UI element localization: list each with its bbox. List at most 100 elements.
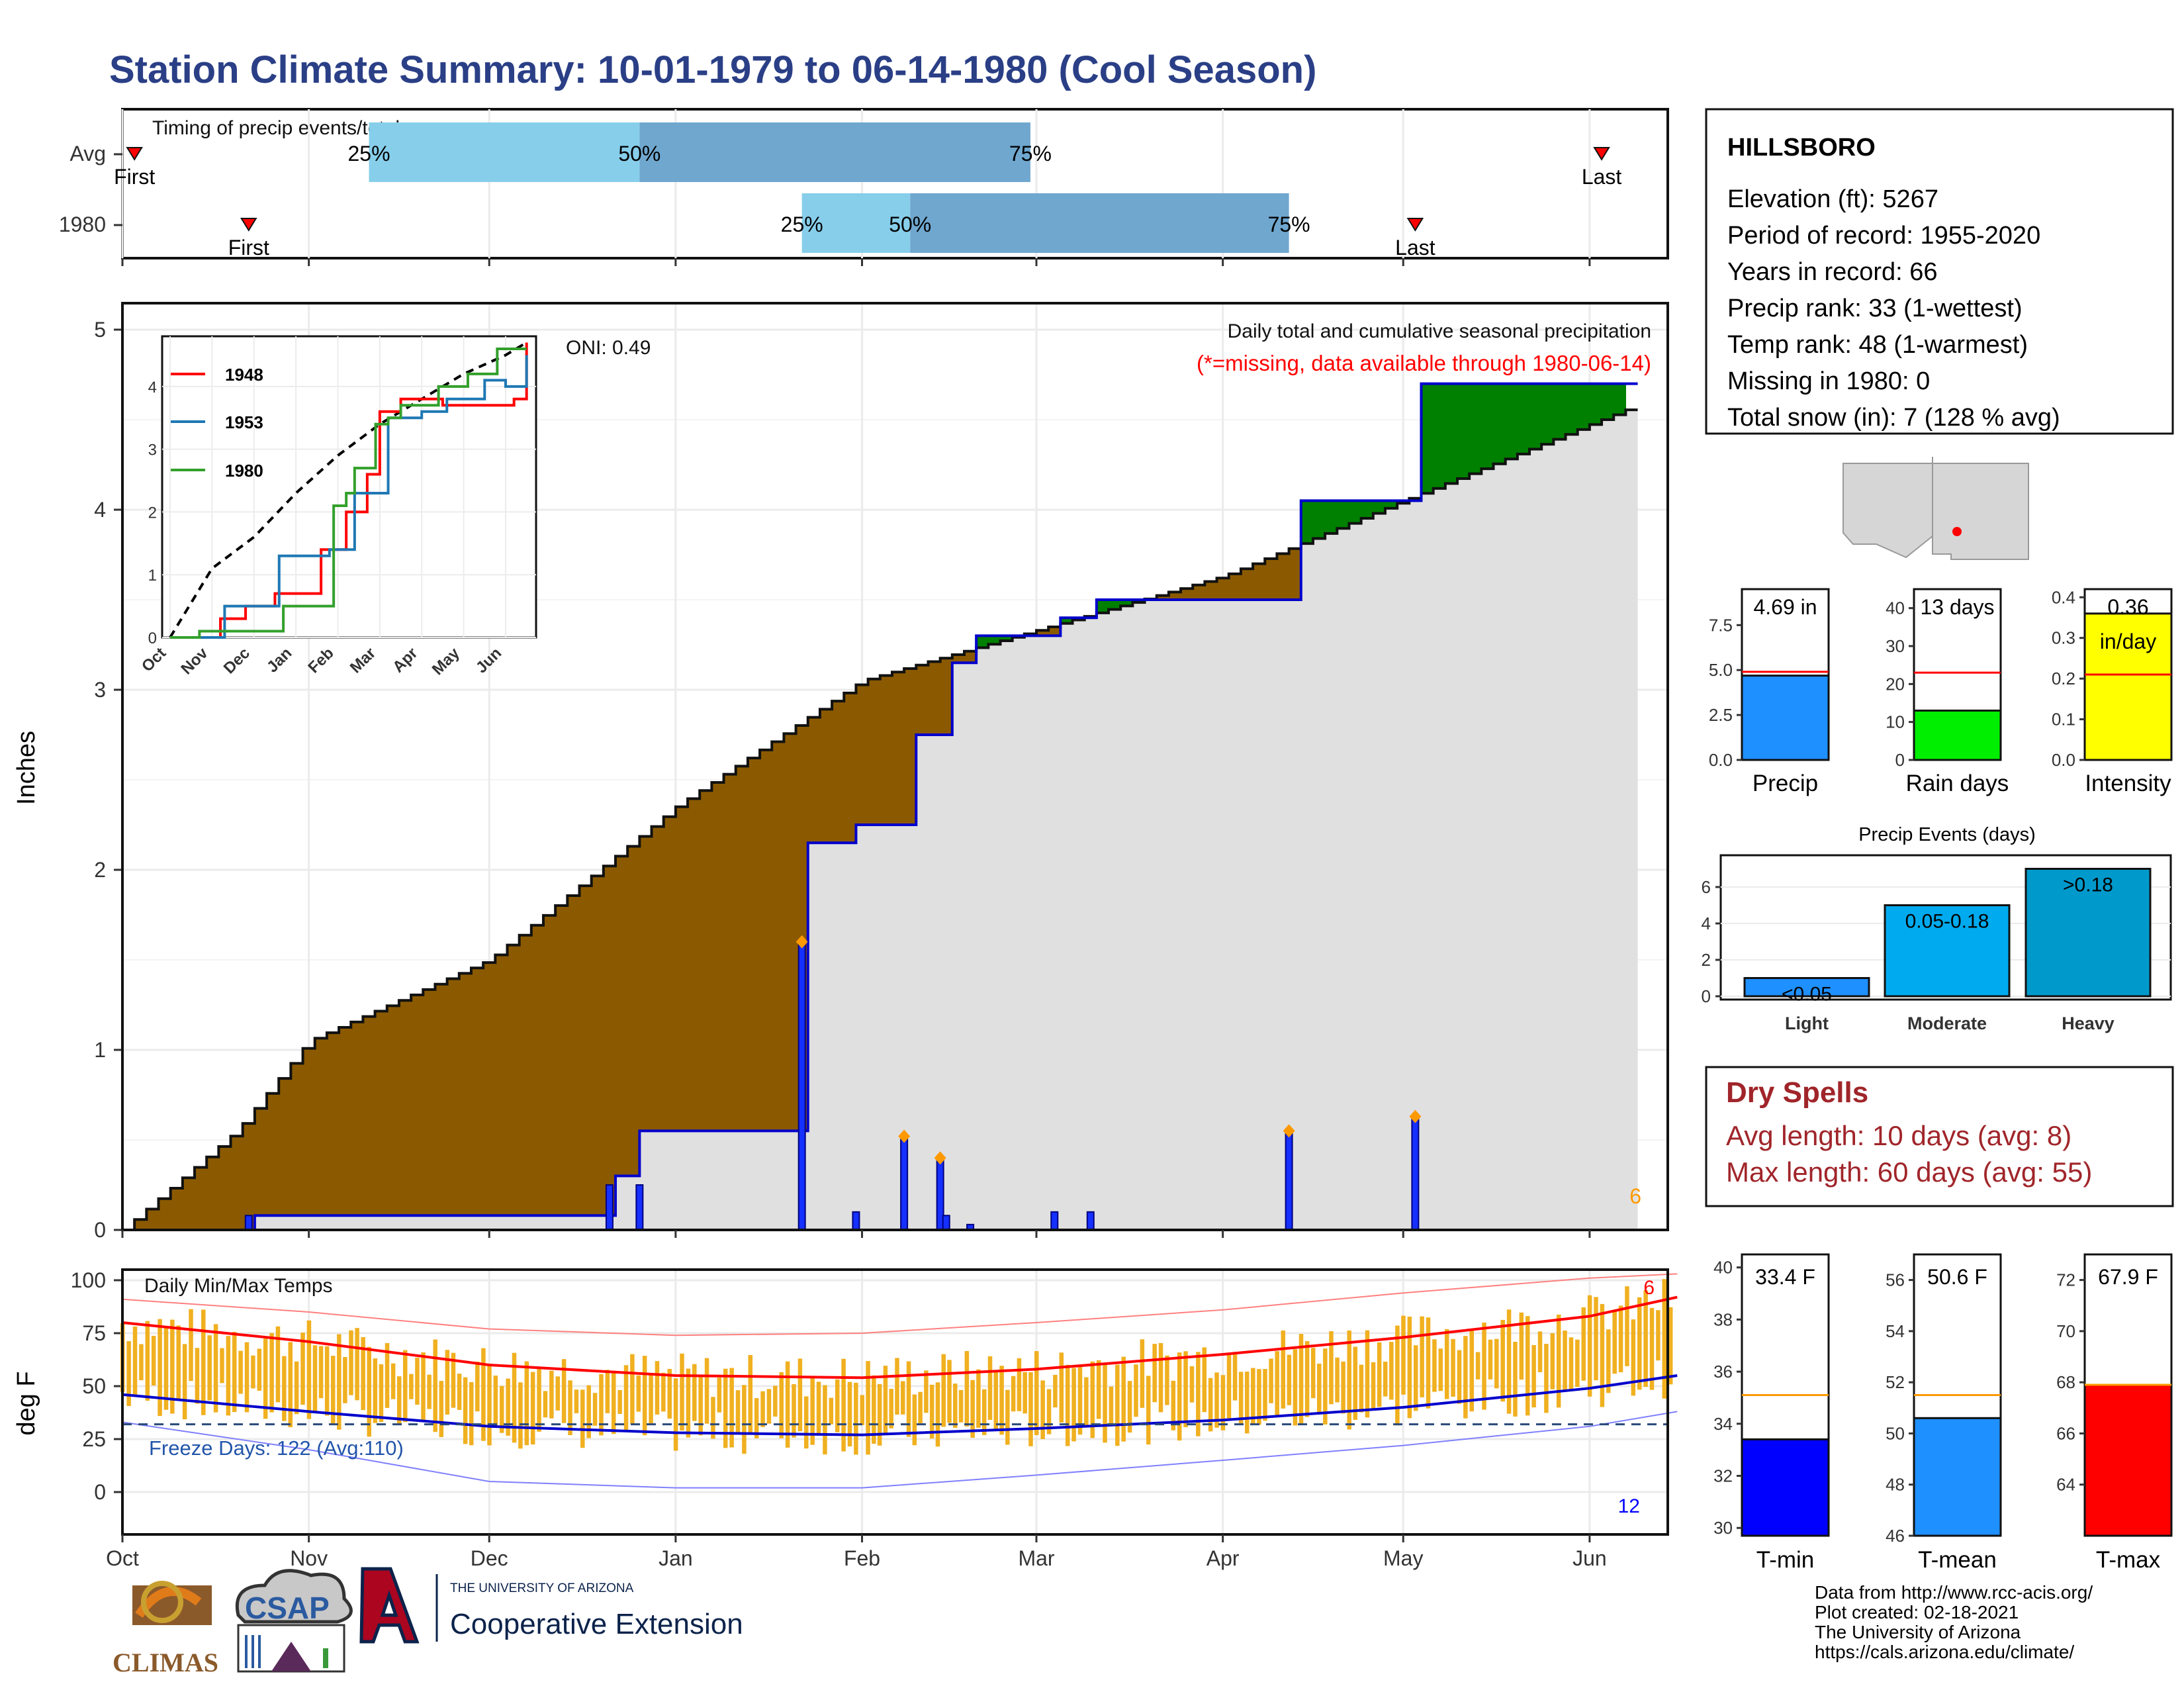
mini-category-label-2: Intensity <box>2085 771 2171 796</box>
daily-temp-bar <box>1581 1307 1586 1381</box>
daily-temp-bar <box>1643 1290 1648 1387</box>
mini-category-label-0: Precip <box>1752 771 1818 796</box>
daily-temp-bar <box>1407 1317 1412 1419</box>
timing-bar-q1-q2 <box>801 193 911 253</box>
temp-value-label-1: 50.6 F <box>1927 1265 1987 1289</box>
daily-temp-bar <box>1171 1380 1176 1430</box>
daily-temp-bar <box>1245 1372 1250 1434</box>
legend-label-1980: 1980 <box>225 461 263 481</box>
daily-temp-bar <box>1600 1303 1605 1407</box>
legend-label-1953: 1953 <box>225 412 263 432</box>
daily-temp-bar <box>163 1327 169 1410</box>
mini-ytick-label: 10 <box>1886 712 1905 732</box>
daily-temp-bar <box>574 1389 579 1413</box>
daily-temp-bar <box>1426 1317 1431 1409</box>
daily-temp-bar <box>1341 1361 1345 1414</box>
daily-temp-bar <box>1347 1330 1351 1430</box>
station-name: HILLSBORO <box>1727 134 1876 162</box>
events-category-label: Light <box>1785 1013 1829 1033</box>
temp-value-label-2: 67.9 F <box>2098 1265 2158 1289</box>
daily-temp-bar <box>1525 1316 1530 1416</box>
dry-spells-avg: Avg length: 10 days (avg: 8) <box>1726 1120 2071 1151</box>
station-info-line: Elevation (ft): 5267 <box>1727 185 1938 213</box>
temp-bar-ytick-label: 48 <box>1886 1475 1905 1495</box>
daily-temp-bar <box>445 1350 450 1415</box>
temp-label: Daily Min/Max Temps <box>144 1275 333 1297</box>
daily-temp-bar <box>773 1385 778 1417</box>
mini-value-label-2: 0.36 <box>2107 595 2148 619</box>
daily-temp-bar <box>126 1341 131 1407</box>
station-info-line: Years in record: 66 <box>1727 258 1938 286</box>
daily-temp-bar <box>1165 1355 1169 1405</box>
daily-temp-bar <box>766 1389 772 1424</box>
daily-temp-bar <box>355 1328 359 1401</box>
mini-value-label-0: 4.69 in <box>1753 595 1817 619</box>
temp-ytick-label: 75 <box>82 1321 106 1345</box>
daily-temp-bar <box>895 1358 899 1415</box>
temp-category-label-2: T-max <box>2096 1547 2161 1573</box>
station-info-line: Precip rank: 33 (1-wettest) <box>1727 295 2023 322</box>
daily-temp-bar <box>238 1350 243 1394</box>
temp-value-label-0: 33.4 F <box>1755 1265 1815 1289</box>
daily-temp-bar <box>1625 1286 1629 1366</box>
month-axis-label: Oct <box>106 1546 139 1570</box>
daily-temp-bar <box>300 1333 305 1405</box>
daily-temp-bar <box>170 1319 175 1414</box>
daily-precip-bar <box>1411 1115 1420 1231</box>
daily-temp-bar <box>1183 1351 1188 1428</box>
daily-temp-bar <box>1488 1339 1493 1380</box>
daily-temp-bar <box>493 1376 498 1427</box>
temp-bar-ytick-label: 46 <box>1886 1526 1905 1546</box>
daily-temp-bar <box>711 1397 715 1439</box>
daily-precip-marker <box>898 1129 911 1143</box>
season-cumulative-line <box>122 382 1638 1231</box>
precip-ytick-label: 0 <box>94 1218 106 1242</box>
daily-temp-bar <box>804 1396 809 1449</box>
daily-temp-bar <box>1304 1340 1310 1417</box>
daily-temp-bar <box>294 1361 299 1415</box>
daily-precip-bar <box>605 1184 614 1231</box>
daily-temp-bar <box>1158 1342 1163 1413</box>
station-location-dot <box>1952 527 1962 536</box>
station-info-line: Total snow (in): 7 (128 % avg) <box>1727 404 2060 432</box>
daily-temp-bar <box>207 1335 212 1401</box>
daily-precip-bar <box>1050 1211 1059 1231</box>
station-info-line: Period of record: 1955-2020 <box>1727 222 2040 250</box>
events-ytick-label: 4 <box>1702 914 1711 933</box>
mini-bar-1 <box>1913 709 2002 761</box>
daily-temp-bar <box>555 1376 560 1411</box>
daily-temp-bar <box>182 1344 187 1420</box>
temp-bar-ytick-label: 52 <box>1886 1372 1905 1392</box>
daily-temp-bar <box>1637 1297 1642 1390</box>
temp-bar-ytick-label: 32 <box>1713 1466 1733 1485</box>
temp-bar-ytick-label: 72 <box>2056 1270 2075 1290</box>
daily-temp-bar <box>704 1358 709 1424</box>
daily-temp-bar <box>1550 1333 1555 1389</box>
daily-temp-bar <box>318 1346 324 1399</box>
daily-temp-bar <box>661 1372 666 1412</box>
precip-ytick-label: 3 <box>94 678 106 702</box>
daily-temp-bar <box>1494 1338 1499 1389</box>
dry-spells-title: Dry Spells <box>1726 1076 1868 1109</box>
daily-temp-bar <box>1096 1360 1101 1419</box>
oni-label: ONI: 0.49 <box>566 337 651 359</box>
missing-note: (*=missing, data available through 1980-… <box>1197 351 1651 375</box>
daily-temp-bar <box>1084 1377 1089 1426</box>
inset-ytick-label: 0 <box>148 630 157 647</box>
mini-value-unit-2: in/day <box>2100 630 2156 653</box>
daily-temp-bar <box>835 1379 840 1432</box>
daily-temp-bar <box>673 1378 678 1451</box>
average-cumulative-line <box>122 408 1638 1231</box>
freeze-days-label: Freeze Days: 122 (Avg:110) <box>149 1436 404 1460</box>
events-bar-label: >0.18 <box>2063 874 2113 896</box>
mini-ytick-label: 0.1 <box>2052 710 2075 729</box>
daily-temp-bar <box>244 1342 250 1413</box>
daily-temp-bar <box>1475 1352 1480 1380</box>
daily-temp-bar <box>232 1331 237 1413</box>
inset-average-line <box>169 341 527 639</box>
normal-max-line <box>122 1295 1678 1380</box>
timing-label-50: 50% <box>889 212 931 236</box>
daily-temp-bar <box>1575 1339 1580 1387</box>
daily-temp-bar <box>1115 1364 1120 1446</box>
daily-temp-bar <box>636 1375 641 1412</box>
